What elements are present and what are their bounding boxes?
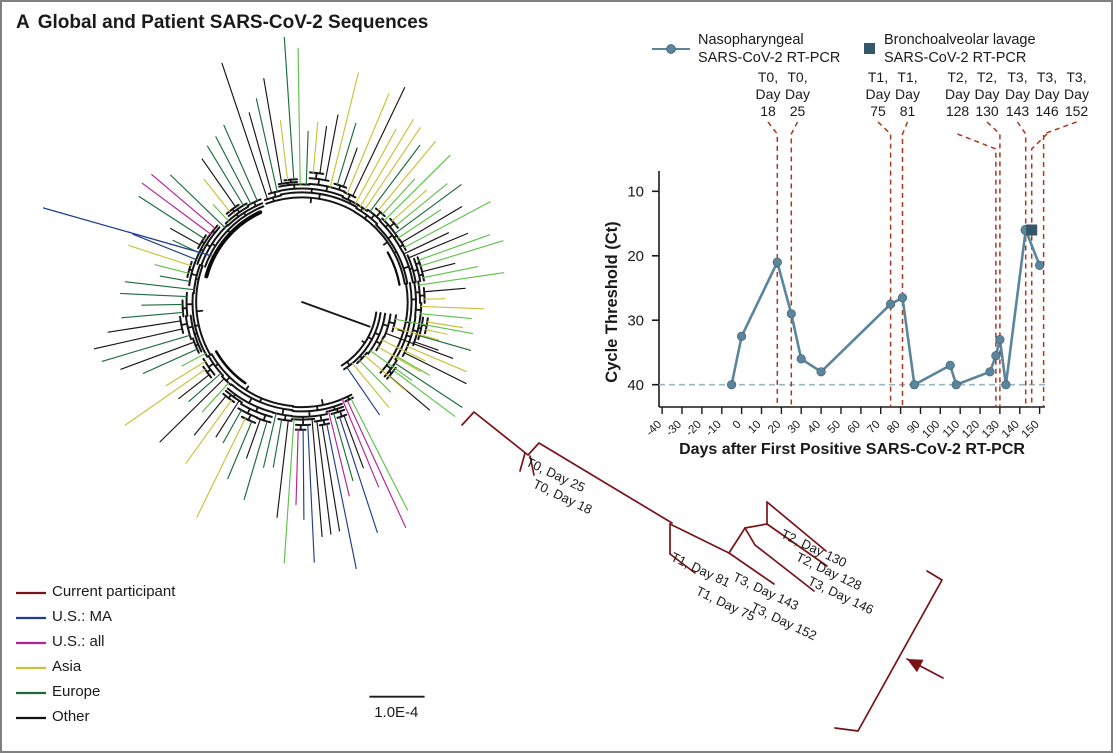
svg-text:146: 146 bbox=[1035, 103, 1059, 119]
svg-text:10: 10 bbox=[746, 419, 764, 437]
svg-text:Day: Day bbox=[866, 86, 891, 102]
svg-text:128: 128 bbox=[946, 103, 970, 119]
svg-text:30: 30 bbox=[627, 313, 644, 330]
svg-text:Day: Day bbox=[975, 86, 1000, 102]
svg-text:T1,: T1, bbox=[868, 69, 888, 85]
svg-text:30: 30 bbox=[786, 419, 804, 437]
svg-text:50: 50 bbox=[826, 419, 844, 437]
svg-text:Day: Day bbox=[895, 86, 920, 102]
svg-text:Cycle Threshold (Ct): Cycle Threshold (Ct) bbox=[603, 221, 621, 382]
svg-text:Bronchoalveolar lavage: Bronchoalveolar lavage bbox=[884, 32, 1036, 48]
svg-text:18: 18 bbox=[760, 103, 776, 119]
svg-text:152: 152 bbox=[1065, 103, 1089, 119]
svg-text:-10: -10 bbox=[704, 419, 724, 439]
svg-text:130: 130 bbox=[975, 103, 999, 119]
svg-text:Day: Day bbox=[1064, 86, 1089, 102]
svg-text:T0,: T0, bbox=[758, 69, 778, 85]
svg-text:T2,: T2, bbox=[947, 69, 967, 85]
svg-text:150: 150 bbox=[1020, 419, 1042, 441]
svg-text:T3,: T3, bbox=[1007, 69, 1027, 85]
svg-text:140: 140 bbox=[1000, 419, 1022, 441]
svg-text:81: 81 bbox=[900, 103, 916, 119]
svg-text:Day: Day bbox=[1005, 86, 1030, 102]
svg-text:Day: Day bbox=[945, 86, 970, 102]
svg-text:25: 25 bbox=[790, 103, 806, 119]
svg-text:Day: Day bbox=[1035, 86, 1060, 102]
svg-text:-20: -20 bbox=[684, 419, 704, 439]
svg-text:T3,: T3, bbox=[1037, 69, 1057, 85]
svg-text:70: 70 bbox=[865, 419, 883, 437]
svg-text:143: 143 bbox=[1006, 103, 1030, 119]
svg-text:60: 60 bbox=[845, 419, 863, 437]
svg-text:80: 80 bbox=[885, 419, 903, 437]
svg-text:T1,: T1, bbox=[897, 69, 917, 85]
svg-text:Day: Day bbox=[785, 86, 810, 102]
svg-text:20: 20 bbox=[627, 248, 644, 265]
svg-text:T2,: T2, bbox=[977, 69, 997, 85]
svg-text:SARS-CoV-2 RT-PCR: SARS-CoV-2 RT-PCR bbox=[884, 50, 1026, 66]
svg-text:-40: -40 bbox=[644, 419, 664, 439]
svg-text:T0,: T0, bbox=[787, 69, 807, 85]
svg-text:110: 110 bbox=[941, 419, 962, 440]
svg-text:130: 130 bbox=[980, 419, 1002, 441]
svg-text:T3,: T3, bbox=[1066, 69, 1086, 85]
svg-text:Days after First Positive SARS: Days after First Positive SARS-CoV-2 RT-… bbox=[679, 441, 1025, 458]
svg-text:90: 90 bbox=[905, 419, 923, 437]
svg-text:0: 0 bbox=[731, 419, 744, 432]
svg-text:40: 40 bbox=[627, 377, 644, 394]
svg-text:75: 75 bbox=[870, 103, 886, 119]
svg-text:Day: Day bbox=[756, 86, 781, 102]
svg-text:100: 100 bbox=[920, 419, 942, 441]
svg-text:SARS-CoV-2 RT-PCR: SARS-CoV-2 RT-PCR bbox=[698, 50, 840, 66]
svg-text:10: 10 bbox=[627, 184, 644, 201]
svg-text:20: 20 bbox=[766, 419, 784, 437]
svg-text:40: 40 bbox=[806, 419, 824, 437]
svg-text:-30: -30 bbox=[664, 419, 684, 439]
svg-text:120: 120 bbox=[960, 419, 982, 441]
svg-text:Nasopharyngeal: Nasopharyngeal bbox=[698, 32, 804, 48]
